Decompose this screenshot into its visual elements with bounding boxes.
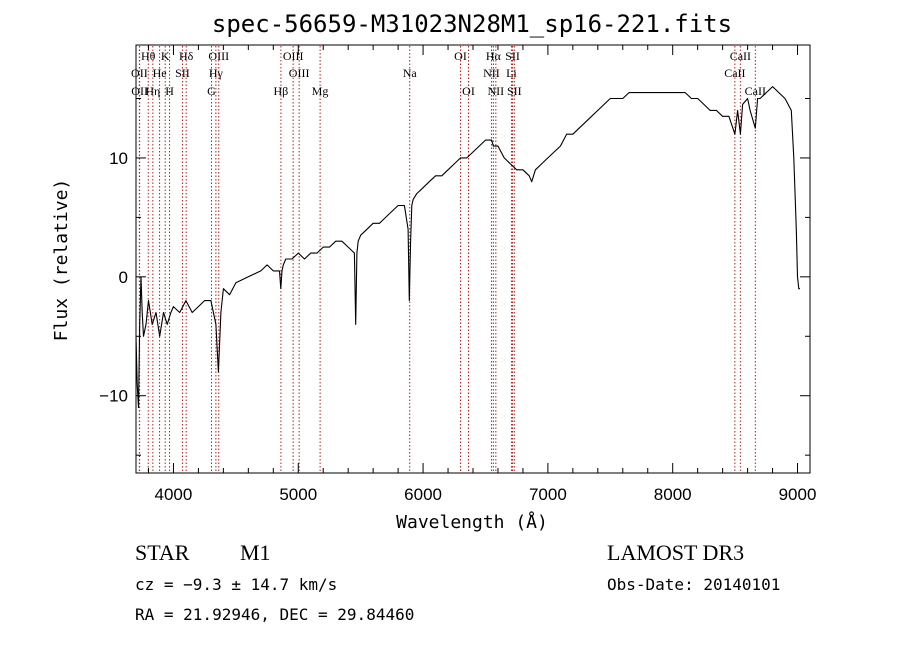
y-axis-label: Flux (relative) (51, 179, 72, 342)
y-tick-label: −10 (99, 387, 128, 406)
spectral-line-label: Li (506, 66, 517, 80)
object-class: STAR (135, 540, 190, 565)
spectral-line-label: OIII (289, 66, 310, 80)
survey-name: LAMOST DR3 (607, 540, 744, 565)
spectral-line-label: K (161, 49, 170, 63)
spectral-line-label: H (165, 84, 174, 98)
spectral-line-label: SII (175, 66, 190, 80)
spectral-line-markers (138, 46, 756, 472)
x-tick-label: 8000 (654, 485, 692, 504)
spectral-line-label: CaII (724, 66, 745, 80)
x-tick-label: 7000 (529, 485, 567, 504)
sky-coordinates: RA = 21.92946, DEC = 29.84460 (135, 605, 414, 624)
spectral-line-label: OIII (208, 49, 229, 63)
x-tick-label: 4000 (155, 485, 193, 504)
spectral-line-label: Hβ (274, 84, 289, 98)
spectral-line-label: Hη (145, 84, 160, 98)
x-tick-label: 6000 (404, 485, 442, 504)
spectral-line-label: CaII (730, 49, 751, 63)
spectral-line-label: Hθ (141, 49, 156, 63)
spectral-line-label: SII (507, 84, 522, 98)
redshift-velocity: cz = −9.3 ± 14.7 km/s (135, 575, 337, 594)
spectral-line-label: SII (505, 49, 520, 63)
y-axis: −10 0 10 (99, 98, 810, 456)
spectral-line-label: G (207, 84, 216, 98)
x-axis: 4000 5000 6000 7000 8000 9000 (147, 45, 817, 504)
object-subclass: M1 (240, 540, 271, 565)
observation-date: Obs-Date: 20140101 (607, 575, 780, 594)
spectral-line-label: CaII (745, 84, 766, 98)
spectral-line-label: OII (131, 66, 148, 80)
spectral-line-label: OII (131, 84, 148, 98)
x-tick-label: 9000 (779, 485, 817, 504)
spectral-line-label: OI (462, 84, 475, 98)
x-axis-label: Wavelength (Å) (396, 511, 548, 533)
spectral-line-label: Hα (486, 49, 502, 63)
spectral-line-label: Mg (312, 84, 329, 98)
spectral-line-label: He (153, 66, 167, 80)
spectral-line-label: NII (488, 84, 505, 98)
y-tick-label: 0 (119, 268, 128, 287)
spectral-line-label: OI (454, 49, 467, 63)
spectral-line-label: Hγ (209, 66, 224, 80)
spectrum-series (135, 86, 800, 409)
y-tick-label: 10 (109, 149, 128, 168)
x-tick-label: 5000 (279, 485, 317, 504)
spectral-line-label: Na (403, 66, 418, 80)
spectral-line-label: Hδ (179, 49, 194, 63)
spectral-line-label: NII (483, 66, 500, 80)
spectral-line-label: OIII (283, 49, 304, 63)
chart-title: spec-56659-M31023N28M1_sp16-221.fits (212, 10, 732, 38)
spectrum-line (135, 86, 800, 409)
